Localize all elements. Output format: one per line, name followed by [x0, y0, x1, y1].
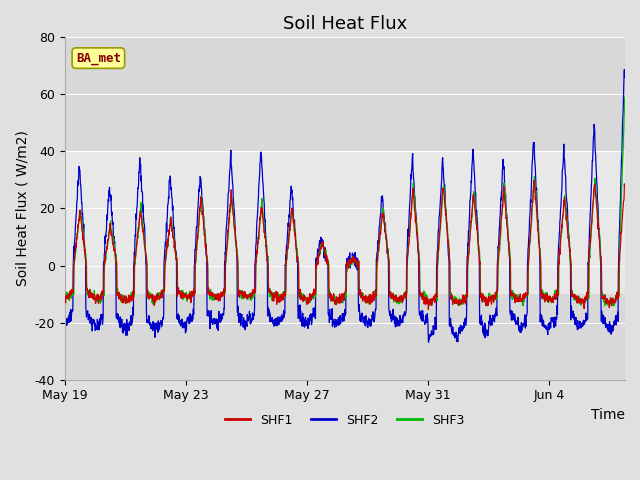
Text: BA_met: BA_met: [76, 52, 121, 65]
X-axis label: Time: Time: [591, 408, 625, 422]
Title: Soil Heat Flux: Soil Heat Flux: [283, 15, 407, 33]
Bar: [65, 151, 625, 294]
Y-axis label: Soil Heat Flux ( W/m2): Soil Heat Flux ( W/m2): [15, 131, 29, 287]
Legend: SHF1, SHF2, SHF3: SHF1, SHF2, SHF3: [220, 408, 470, 432]
